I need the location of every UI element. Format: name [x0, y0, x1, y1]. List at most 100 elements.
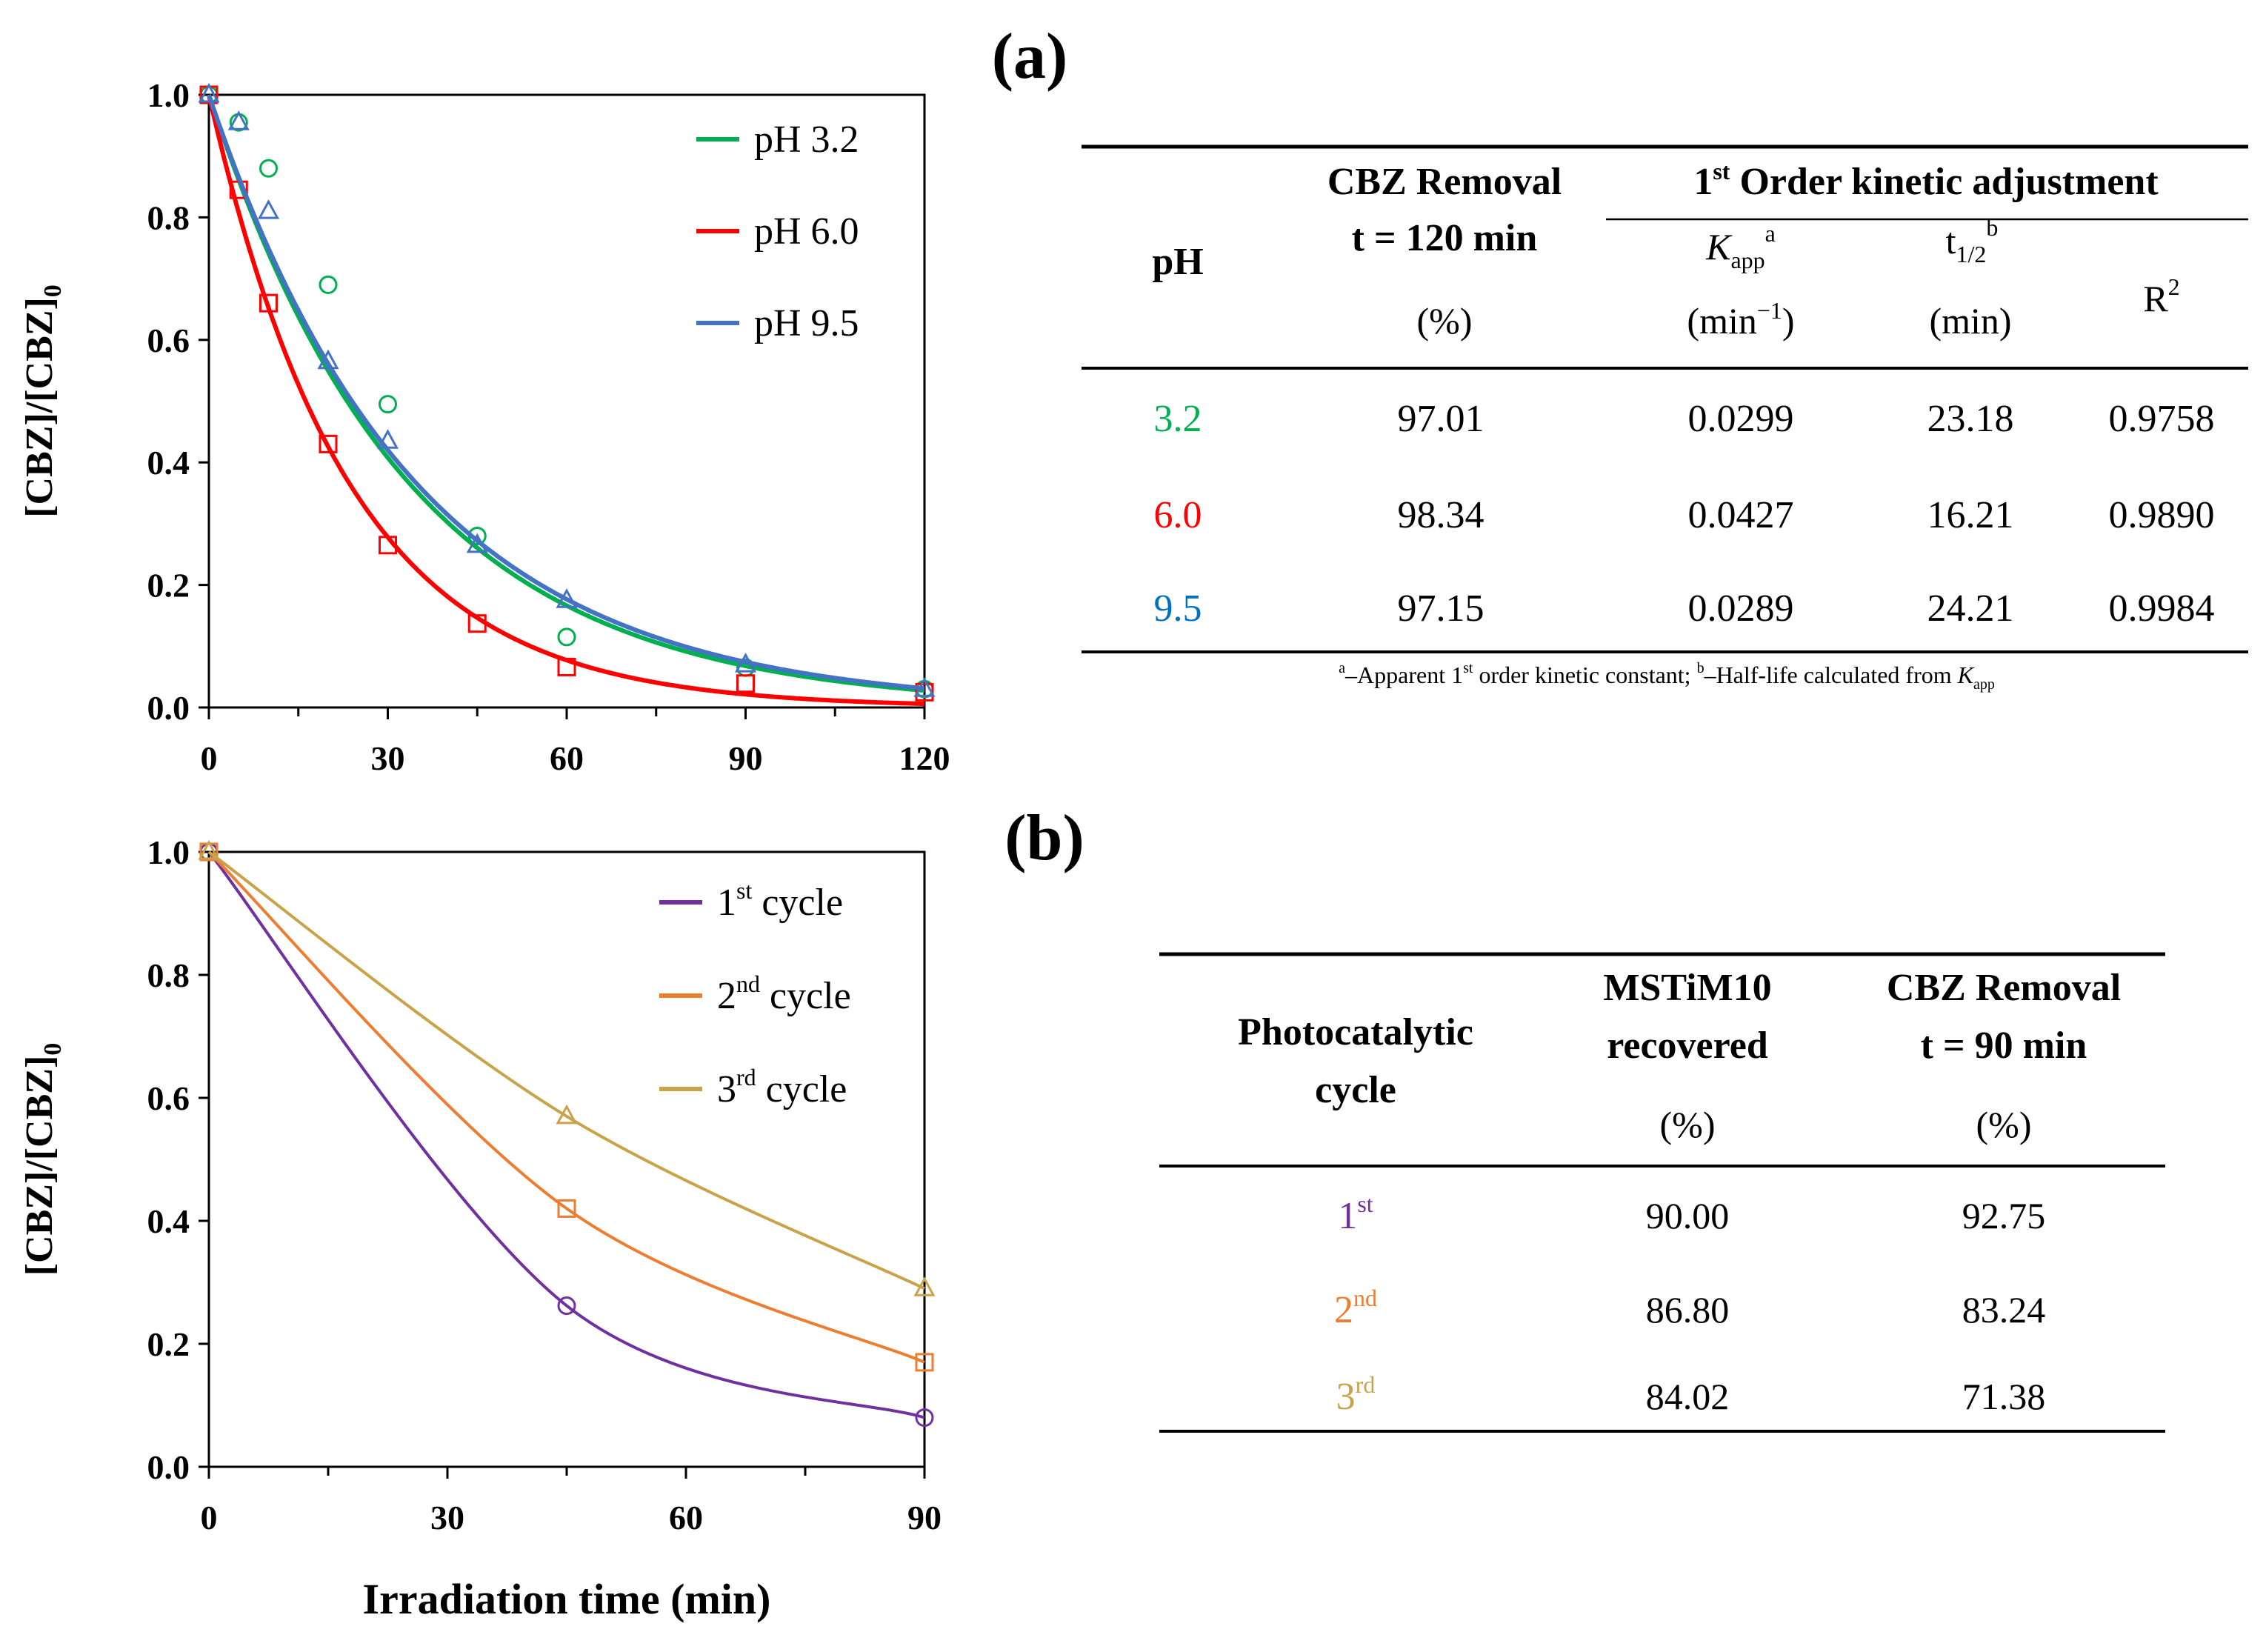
header-recovered-1: MSTiM10	[1603, 967, 1771, 1009]
data-point-triangle	[466, 533, 488, 553]
legend-label: 1st cycle	[717, 877, 843, 924]
table-b-cell-recovered: 86.80	[1646, 1289, 1730, 1330]
y-tick-label: 0.2	[147, 1325, 190, 1363]
data-point-circle	[319, 275, 338, 294]
table-a-cell-ph: 6.0	[1154, 494, 1202, 536]
header-recovered-3: (%)	[1660, 1104, 1716, 1145]
table-a-cell-kapp: 0.0427	[1688, 494, 1794, 536]
data-point-triangle	[317, 349, 339, 370]
x-axis-label: Irradiation time (min)	[363, 1575, 771, 1623]
legend-label-main: 1	[717, 882, 736, 924]
cycle-number: 1	[1338, 1195, 1357, 1237]
legend-label-main: pH 6.0	[754, 210, 859, 253]
y-tick-label: 0.8	[147, 199, 190, 236]
x-tick-label: 30	[430, 1499, 464, 1536]
table-b-cell-cycle: 2nd	[1334, 1285, 1377, 1331]
legend-label-sup: nd	[736, 970, 760, 997]
y-tick-label: 0.4	[147, 444, 190, 482]
table-b-cell-removal: 92.75	[1962, 1195, 2046, 1236]
legend-label-rest: cycle	[760, 975, 851, 1017]
header-cycle-1: Photocatalytic	[1238, 1011, 1473, 1053]
data-point-triangle	[913, 1276, 936, 1296]
x-tick-label: 120	[899, 739, 950, 777]
data-point-triangle	[913, 677, 936, 697]
table-a-cell-thalf: 23.18	[1927, 398, 2014, 440]
data-point-triangle	[257, 199, 280, 219]
header-kapp-unit: (min−1)	[1687, 297, 1794, 342]
series-pH-9.5	[198, 82, 936, 697]
legend-label: pH 3.2	[754, 119, 859, 161]
data-point-square	[319, 434, 338, 453]
table-a-cell-ph: 9.5	[1154, 587, 1202, 630]
series-line	[207, 94, 925, 707]
x-tick-label: 90	[907, 1499, 942, 1536]
legend: pH 3.2 pH 6.0 pH 9.5	[696, 119, 859, 344]
table-b-cell-removal: 71.38	[1962, 1376, 2046, 1417]
data-point-square	[915, 1353, 934, 1372]
table-a-cell-removal: 97.01	[1398, 398, 1484, 440]
legend-label-sup: st	[736, 877, 752, 904]
table-a-cell-removal: 98.34	[1398, 494, 1484, 536]
header-kapp: Kappa	[1705, 220, 1776, 273]
data-point-circle	[379, 395, 397, 414]
series-pH-3.2	[199, 85, 934, 699]
y-tick-label: 0.0	[147, 689, 190, 727]
legend-label: 2nd cycle	[717, 970, 851, 1017]
table-a-body: 3.2 97.01 0.0299 23.18 0.9758 6.0 98.34 0.0427 1…	[1154, 398, 2215, 630]
plot-frame	[207, 93, 926, 709]
header-removal-2: t = 120 min	[1352, 217, 1538, 259]
table-b-cell-cycle: 3rd	[1336, 1371, 1376, 1418]
series-line	[207, 850, 925, 1364]
legend-label-rest: cycle	[756, 1068, 847, 1110]
data-point-triangle	[556, 588, 578, 608]
header-removal-3: (%)	[1417, 300, 1473, 342]
y-axis-label-main: [CBZ]/[CBZ]	[19, 297, 61, 518]
header-ph: pH	[1152, 241, 1203, 283]
header-b-removal-1: CBZ Removal	[1887, 967, 2121, 1009]
y-tick-label: 0.4	[147, 1202, 190, 1240]
data-point-triangle	[556, 1104, 578, 1125]
data-point-circle	[557, 627, 576, 647]
x-tick-label: 30	[371, 739, 405, 777]
table-kinetics: pH CBZ Removal t = 120 min (%) 1st Order…	[1082, 144, 2248, 693]
data-point-triangle	[376, 429, 399, 449]
header-cycle-2: cycle	[1315, 1069, 1396, 1111]
table-b-cell-recovered: 84.02	[1646, 1376, 1730, 1417]
y-tick-label: 1.0	[147, 833, 190, 871]
legend-label-main: 3	[717, 1068, 736, 1110]
plot-frame	[207, 850, 926, 1468]
header-removal-1: CBZ Removal	[1327, 161, 1562, 203]
cycle-number: 2	[1334, 1289, 1353, 1331]
y-axis-label-sub: 0	[39, 284, 67, 297]
y-tick-label: 0.6	[147, 1079, 190, 1117]
x-tick-label: 0	[201, 739, 218, 777]
header-r2: R2	[2143, 273, 2179, 319]
header-thalf-unit: (min)	[1929, 300, 2011, 342]
x-tick-label: 90	[729, 739, 763, 777]
header-b-removal-2: t = 90 min	[1921, 1025, 2087, 1067]
y-tick-label: 1.0	[147, 76, 190, 114]
series-3	[198, 839, 936, 1296]
y-tick-label: 0.0	[147, 1448, 190, 1486]
table-a-cell-kapp: 0.0299	[1688, 398, 1794, 440]
legend-label-rest: cycle	[752, 882, 843, 924]
data-point-circle	[259, 159, 278, 178]
data-point-triangle	[227, 110, 250, 130]
cycle-suffix: nd	[1353, 1285, 1377, 1311]
legend-label-main: pH 9.5	[754, 302, 859, 344]
data-point-square	[557, 657, 576, 676]
table-a-cell-ph: 3.2	[1154, 398, 1202, 440]
legend-label-main: pH 3.2	[754, 119, 859, 161]
table-b-cell-recovered: 90.00	[1646, 1195, 1730, 1236]
data-point-triangle	[198, 82, 220, 103]
header-thalf: t1/2b	[1946, 214, 1999, 267]
table-a-cell-r2: 0.9758	[2109, 398, 2215, 440]
table-a-cell-kapp: 0.0289	[1688, 587, 1794, 630]
series-line	[207, 850, 925, 1290]
cycle-suffix: rd	[1356, 1371, 1376, 1398]
chart-ph-effect: 0.00.20.40.60.81.00 30 60 90 120[CBZ]/[CBZ]0…	[19, 76, 950, 777]
data-point-triangle	[198, 839, 220, 860]
cycle-number: 3	[1336, 1376, 1356, 1418]
table-a-cell-r2: 0.9984	[2109, 587, 2215, 630]
legend-label-sup: rd	[736, 1064, 756, 1090]
